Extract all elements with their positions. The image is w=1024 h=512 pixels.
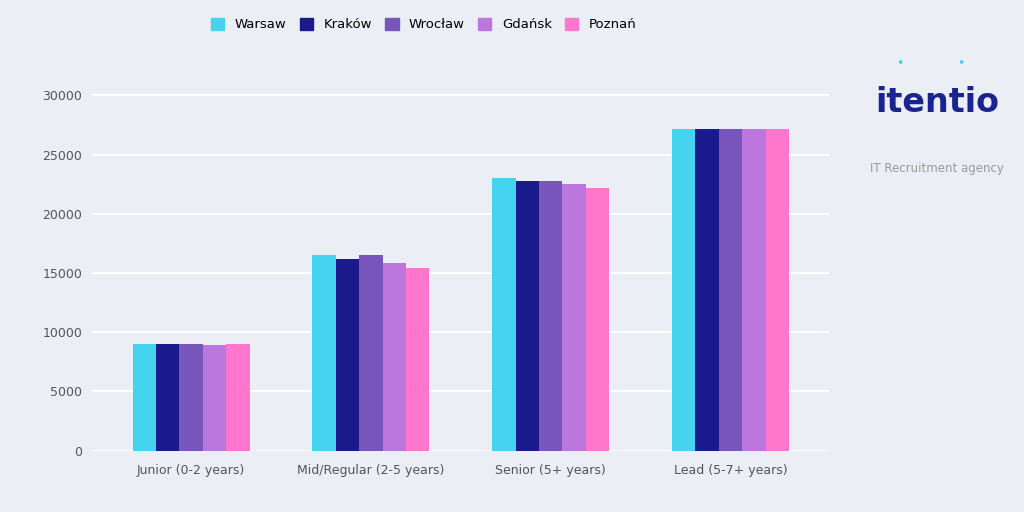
Bar: [156, 344, 179, 451]
Text: itentio: itentio: [874, 86, 999, 119]
Bar: [562, 184, 586, 451]
Bar: [586, 188, 609, 451]
Text: •: •: [896, 57, 903, 71]
Bar: [179, 344, 203, 451]
Bar: [336, 259, 359, 451]
Bar: [312, 255, 336, 451]
Bar: [766, 129, 788, 451]
Text: IT Recruitment agency: IT Recruitment agency: [870, 162, 1004, 176]
Legend: Warsaw, Kraków, Wrocław, Gdańsk, Poznań: Warsaw, Kraków, Wrocław, Gdańsk, Poznań: [207, 14, 641, 35]
Bar: [695, 129, 719, 451]
Bar: [539, 181, 562, 451]
Bar: [383, 264, 406, 451]
Bar: [742, 129, 766, 451]
Bar: [672, 129, 695, 451]
Bar: [359, 255, 383, 451]
Bar: [203, 345, 226, 451]
Bar: [226, 344, 250, 451]
Bar: [516, 181, 539, 451]
Bar: [493, 178, 516, 451]
Text: •: •: [957, 57, 965, 71]
Bar: [133, 344, 156, 451]
Bar: [719, 129, 742, 451]
Bar: [406, 268, 429, 451]
